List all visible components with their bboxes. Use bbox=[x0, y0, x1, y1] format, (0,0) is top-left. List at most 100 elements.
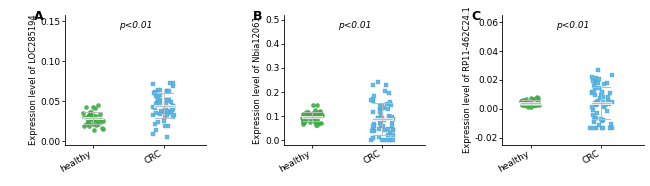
Point bbox=[313, 115, 324, 118]
Point bbox=[387, 115, 397, 118]
Point bbox=[516, 104, 526, 107]
Point bbox=[595, 96, 605, 99]
Point bbox=[376, 124, 386, 127]
Point bbox=[516, 102, 526, 105]
Point bbox=[90, 114, 101, 117]
Point bbox=[150, 123, 160, 126]
Point bbox=[79, 125, 89, 128]
Point bbox=[97, 119, 107, 122]
Point bbox=[311, 115, 321, 118]
Point bbox=[84, 125, 94, 128]
Point bbox=[591, 77, 601, 80]
Point bbox=[302, 114, 313, 117]
Point bbox=[591, 117, 601, 120]
Point bbox=[97, 127, 107, 130]
Point bbox=[161, 102, 172, 105]
Point bbox=[162, 136, 172, 139]
Point bbox=[315, 113, 325, 116]
Point bbox=[381, 84, 391, 86]
Point bbox=[587, 90, 597, 93]
Point bbox=[594, 78, 604, 81]
Point bbox=[297, 116, 307, 119]
Point bbox=[316, 121, 326, 124]
Point bbox=[533, 96, 543, 99]
Point bbox=[593, 124, 604, 127]
Point bbox=[152, 89, 162, 92]
Point bbox=[588, 91, 599, 94]
Point bbox=[153, 121, 163, 124]
Point bbox=[162, 91, 172, 94]
Point bbox=[162, 99, 172, 102]
Point bbox=[92, 122, 103, 125]
Point bbox=[599, 83, 610, 86]
Point bbox=[164, 90, 175, 93]
Point bbox=[525, 103, 535, 106]
Point bbox=[386, 124, 396, 127]
Point bbox=[309, 120, 320, 123]
Y-axis label: Expression level of LOC285194: Expression level of LOC285194 bbox=[29, 15, 38, 145]
Point bbox=[150, 107, 160, 110]
Point bbox=[373, 81, 384, 84]
Point bbox=[153, 96, 163, 99]
Point bbox=[368, 125, 378, 128]
Point bbox=[168, 81, 178, 84]
Point bbox=[380, 129, 391, 132]
Point bbox=[589, 121, 599, 124]
Point bbox=[383, 133, 393, 136]
Point bbox=[298, 118, 309, 121]
Point bbox=[386, 139, 396, 142]
Point bbox=[309, 108, 320, 111]
Point bbox=[150, 95, 161, 98]
Point bbox=[151, 102, 161, 105]
Point bbox=[519, 102, 530, 105]
Point bbox=[368, 127, 378, 130]
Point bbox=[374, 121, 385, 124]
Point bbox=[521, 98, 532, 101]
Text: p<0.01: p<0.01 bbox=[556, 21, 590, 30]
Point bbox=[368, 97, 378, 100]
Point bbox=[167, 108, 177, 111]
Point bbox=[88, 117, 98, 120]
Point bbox=[376, 114, 387, 117]
Point bbox=[155, 98, 165, 101]
Point bbox=[368, 137, 378, 140]
Point bbox=[312, 118, 322, 121]
Point bbox=[517, 99, 527, 102]
Point bbox=[534, 104, 544, 107]
Point bbox=[315, 113, 326, 116]
Point bbox=[168, 105, 178, 108]
Point bbox=[88, 122, 98, 125]
Point bbox=[79, 115, 90, 118]
Point bbox=[162, 109, 172, 112]
Point bbox=[367, 129, 378, 132]
Point bbox=[604, 92, 615, 95]
Point bbox=[163, 111, 174, 114]
Point bbox=[311, 123, 322, 126]
Point bbox=[586, 106, 597, 109]
Point bbox=[605, 126, 616, 129]
Point bbox=[84, 111, 95, 114]
Point bbox=[386, 121, 396, 124]
Point bbox=[152, 99, 162, 102]
Point bbox=[520, 103, 530, 106]
Point bbox=[96, 119, 107, 122]
Point bbox=[529, 104, 539, 107]
Point bbox=[599, 106, 609, 109]
Point bbox=[83, 117, 93, 120]
Point bbox=[94, 113, 105, 116]
Y-axis label: Expression level of RP11-462C24.1: Expression level of RP11-462C24.1 bbox=[463, 7, 472, 153]
Point bbox=[597, 91, 608, 94]
Point bbox=[368, 100, 378, 103]
Point bbox=[300, 120, 311, 123]
Point bbox=[168, 108, 178, 111]
Point bbox=[374, 110, 385, 113]
Point bbox=[387, 134, 398, 137]
Point bbox=[369, 129, 379, 132]
Point bbox=[380, 89, 391, 92]
Point bbox=[382, 139, 393, 142]
Point bbox=[168, 116, 179, 119]
Point bbox=[81, 105, 91, 108]
Point bbox=[165, 81, 176, 84]
Point bbox=[525, 101, 536, 104]
Point bbox=[300, 110, 311, 113]
